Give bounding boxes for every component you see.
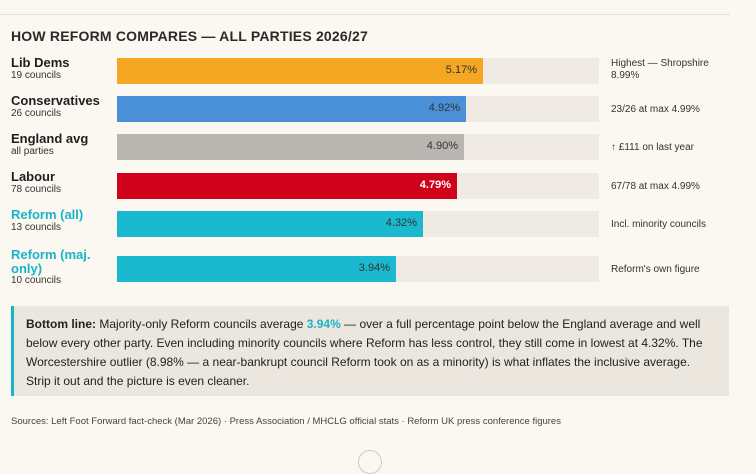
series-name: Reform (maj. only) — [11, 247, 91, 276]
bar-track: 3.94% — [117, 256, 599, 282]
row-note: Incl. minority councils — [611, 219, 707, 230]
callout-lead: Bottom line: — [26, 317, 96, 331]
bar — [117, 134, 464, 160]
council-count: 26 councils — [11, 107, 62, 119]
scroll-indicator[interactable] — [358, 450, 382, 474]
series-name: Conservatives — [11, 93, 100, 108]
council-count: 13 councils — [11, 221, 62, 233]
chart-title: HOW REFORM COMPARES — ALL PARTIES 2026/2… — [11, 28, 368, 44]
row-note: 23/26 at max 4.99% — [611, 104, 700, 115]
row-label: England avg all parties — [11, 132, 111, 157]
callout-highlight: 3.94% — [306, 317, 341, 331]
series-name: Reform (all) — [11, 207, 84, 222]
row-note: 67/78 at max 4.99% — [611, 181, 700, 192]
bar — [117, 96, 466, 122]
bar — [117, 173, 457, 199]
bar-track: 4.79% — [117, 173, 599, 199]
bar — [117, 58, 483, 84]
council-count: all parties — [11, 145, 54, 157]
council-count: 19 councils — [11, 69, 62, 81]
row-label: Reform (maj. only) 10 councils — [11, 248, 111, 287]
callout-text-after: — over a full percentage point below the… — [26, 317, 703, 388]
row-label: Lib Dems 19 councils — [11, 56, 111, 81]
row-label: Conservatives 26 councils — [11, 94, 111, 119]
data-label: 4.79% — [419, 179, 451, 191]
bar — [117, 256, 396, 282]
bottom-line-callout: Bottom line: Majority-only Reform counci… — [11, 306, 729, 396]
bar-track: 5.17% — [117, 58, 599, 84]
data-label: 5.17% — [445, 64, 477, 76]
row-label: Reform (all) 13 councils — [11, 208, 111, 233]
sources-note: Sources: Left Foot Forward fact-check (M… — [11, 416, 561, 427]
series-name: Labour — [11, 169, 56, 184]
top-divider — [0, 14, 730, 15]
series-name: England avg — [11, 131, 89, 146]
row-label: Labour 78 councils — [11, 170, 111, 195]
bar-track: 4.90% — [117, 134, 599, 160]
council-count: 78 councils — [11, 183, 62, 195]
council-count: 10 councils — [11, 275, 62, 287]
series-name: Lib Dems — [11, 55, 70, 70]
bar-track: 4.32% — [117, 211, 599, 237]
data-label: 4.90% — [426, 140, 458, 152]
row-note: ↑ £111 on last year — [611, 142, 695, 153]
bar-track: 4.92% — [117, 96, 599, 122]
callout-text-before: Majority-only Reform councils average — [96, 317, 307, 331]
bar — [117, 211, 423, 237]
data-label: 4.92% — [428, 102, 460, 114]
data-label: 4.32% — [385, 217, 417, 229]
row-note: Reform's own figure — [611, 264, 700, 275]
row-note: Highest — Shropshire 8.99% — [611, 58, 709, 81]
data-label: 3.94% — [358, 262, 390, 274]
